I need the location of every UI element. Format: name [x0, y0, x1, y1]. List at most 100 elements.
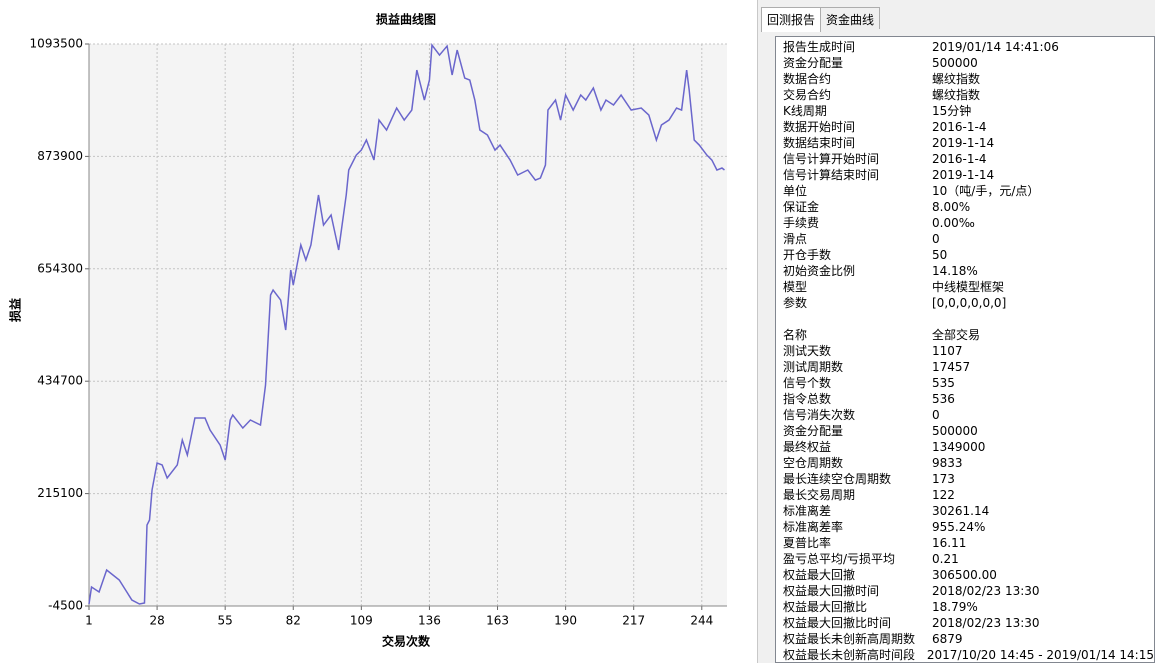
row-key: 模型: [783, 280, 808, 294]
row-key: 权益最大回撤比: [783, 600, 868, 614]
row-key: 保证金: [783, 200, 820, 214]
report-table: 报告生成时间 2019/01/14 14:41:06 资金分配量 500000 数据合约…: [775, 36, 1155, 663]
x-tick-label: 82: [286, 614, 301, 628]
report-row: 权益最大回撤时间 2018/02/23 13:30: [783, 583, 1154, 599]
report-section: 名称 全部交易 测试天数 1107 测试周期数 17457 信号个数 535 指令总数 536 信号…: [776, 327, 1154, 662]
row-key: 信号计算开始时间: [783, 152, 880, 166]
report-row: 标准离差 30261.14: [783, 503, 1154, 519]
report-row: 保证金 8.00%: [783, 199, 1154, 215]
row-value: 2017/10/20 14:45 - 2019/01/14 14:15: [926, 648, 1154, 662]
y-tick-label: -4500: [48, 599, 83, 613]
report-row: 数据结束时间 2019-1-14: [783, 135, 1154, 151]
x-tick-label: 1: [85, 614, 93, 628]
x-tick-label: 217: [622, 614, 645, 628]
row-value: 螺纹指数: [932, 88, 981, 102]
row-key: 测试周期数: [783, 360, 844, 374]
row-key: 最终权益: [783, 440, 832, 454]
row-value: 17457: [932, 360, 971, 374]
report-row: 最长交易周期 122: [783, 487, 1154, 503]
row-value: 500000: [932, 56, 978, 70]
row-key: 盈亏总平均/亏损平均: [783, 552, 896, 566]
row-key: 指令总数: [783, 392, 832, 406]
x-tick-label: 109: [350, 614, 373, 628]
x-tick-label: 190: [554, 614, 577, 628]
row-key: 资金分配量: [783, 56, 844, 70]
row-key: 名称: [783, 328, 808, 342]
row-key: 滑点: [783, 232, 808, 246]
y-axis-label: 损益: [8, 298, 23, 322]
report-row: 报告生成时间 2019/01/14 14:41:06: [783, 39, 1154, 55]
row-key: 初始资金比例: [783, 264, 856, 278]
x-tick-label: 163: [486, 614, 509, 628]
x-tick-label: 28: [149, 614, 164, 628]
y-tick-label: 215100: [37, 486, 83, 500]
report-row: 权益最长未创新高周期数 6879: [783, 631, 1154, 647]
tab[interactable]: 资金曲线: [820, 7, 881, 29]
report-row: 信号计算结束时间 2019-1-14: [783, 167, 1154, 183]
report-row: K线周期 15分钟: [783, 103, 1154, 119]
report-row: 信号个数 535: [783, 375, 1154, 391]
row-value: 2018/02/23 13:30: [932, 584, 1040, 598]
report-row: 手续费 0.00‰: [783, 215, 1154, 231]
row-value: 6879: [932, 632, 963, 646]
x-axis-label: 交易次数: [382, 634, 431, 649]
row-key: 标准离差率: [783, 520, 844, 534]
row-key: 最长交易周期: [783, 488, 856, 502]
row-value: 全部交易: [932, 328, 981, 342]
report-row: 空仓周期数 9833: [783, 455, 1154, 471]
row-value: 2016-1-4: [932, 152, 987, 166]
row-key: 标准离差: [783, 504, 832, 518]
row-key: 权益最长未创新高时间段: [783, 648, 916, 662]
row-value: 535: [932, 376, 955, 390]
row-key: 资金分配量: [783, 424, 844, 438]
y-tick-label: 1093500: [30, 37, 83, 51]
row-value: 500000: [932, 424, 978, 438]
row-value: 2019-1-14: [932, 168, 995, 182]
report-row: 资金分配量 500000: [783, 423, 1154, 439]
report-row: 最终权益 1349000: [783, 439, 1154, 455]
row-value: 306500.00: [932, 568, 997, 582]
row-key: 信号消失次数: [783, 408, 856, 422]
row-value: 8.00%: [932, 200, 971, 214]
row-key: 单位: [783, 184, 808, 198]
report-row: 权益最大回撤比时间 2018/02/23 13:30: [783, 615, 1154, 631]
tab[interactable]: 回测报告: [761, 7, 822, 32]
row-value: 10（吨/手，元/点）: [932, 184, 1040, 198]
y-tick-label: 434700: [37, 374, 83, 388]
row-value: 中线模型框架: [932, 280, 1005, 294]
row-key: 报告生成时间: [783, 40, 856, 54]
report-row: 交易合约 螺纹指数: [783, 87, 1154, 103]
row-value: 50: [932, 248, 948, 262]
x-tick-label: 55: [218, 614, 233, 628]
report-row: 权益最长未创新高时间段 2017/10/20 14:45 - 2019/01/14…: [783, 647, 1154, 662]
row-key: 夏普比率: [783, 536, 832, 550]
report-row: 最长连续空仓周期数 173: [783, 471, 1154, 487]
report-row: 数据合约 螺纹指数: [783, 71, 1154, 87]
row-value: 0: [932, 408, 940, 422]
row-key: 空仓周期数: [783, 456, 844, 470]
row-value: 0.21: [932, 552, 959, 566]
report-row: 初始资金比例 14.18%: [783, 263, 1154, 279]
report-row: 测试天数 1107: [783, 343, 1154, 359]
report-row: 数据开始时间 2016-1-4: [783, 119, 1154, 135]
row-value: 2016-1-4: [932, 120, 987, 134]
row-key: 参数: [783, 296, 808, 310]
row-key: 开仓手数: [783, 248, 832, 262]
report-row: 开仓手数 50: [783, 247, 1154, 263]
report-section: 报告生成时间 2019/01/14 14:41:06 资金分配量 500000 数据合约…: [776, 39, 1154, 311]
row-key: 数据开始时间: [783, 120, 856, 134]
equity-line: [88, 42, 725, 605]
row-key: 权益最大回撤时间: [783, 584, 880, 598]
x-tick-label: 244: [690, 614, 713, 628]
report-row: 滑点 0: [783, 231, 1154, 247]
report-row: 权益最大回撤比 18.79%: [783, 599, 1154, 615]
report-row: 夏普比率 16.11: [783, 535, 1154, 551]
row-key: 数据结束时间: [783, 136, 856, 150]
row-value: 173: [932, 472, 955, 486]
report-row: 资金分配量 500000: [783, 55, 1154, 71]
row-value: 14.18%: [932, 264, 978, 278]
row-key: 权益最大回撤比时间: [783, 616, 892, 630]
row-value: 15分钟: [932, 104, 972, 118]
report-row: 信号计算开始时间 2016-1-4: [783, 151, 1154, 167]
